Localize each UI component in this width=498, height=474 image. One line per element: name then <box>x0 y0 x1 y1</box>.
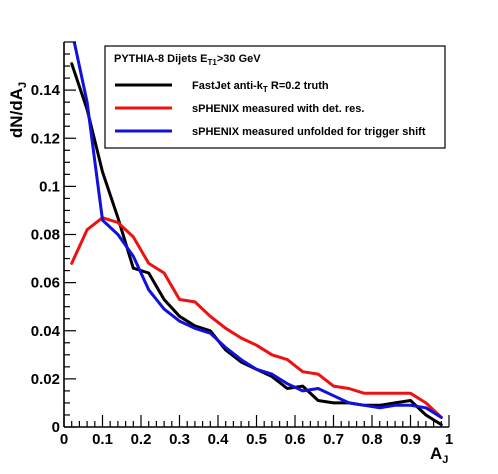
x-tick-label: 0 <box>60 431 68 448</box>
legend-label-measured: sPHENIX measured with det. res. <box>192 103 364 115</box>
y-tick-label: 0.02 <box>31 371 60 388</box>
y-axis-title: dN/dAJ <box>7 82 29 138</box>
x-tick-label: 0.4 <box>208 431 230 448</box>
y-tick-label: 0.14 <box>31 82 61 99</box>
x-tick-label: 0.2 <box>131 431 152 448</box>
x-tick-label: 0.6 <box>285 431 306 448</box>
x-tick-label: 0.9 <box>400 431 421 448</box>
y-tick-label: 0 <box>52 419 60 436</box>
y-tick-label: 0.08 <box>31 227 60 244</box>
y-tick-label: 0.04 <box>31 323 61 340</box>
x-tick-label: 0.7 <box>323 431 344 448</box>
legend-title: PYTHIA-8 Dijets ET1>30 GeV <box>114 53 261 67</box>
legend-label-truth: FastJet anti-kT R=0.2 truth <box>192 80 329 94</box>
legend-label-unfolded: sPHENIX measured unfolded for trigger sh… <box>192 126 426 138</box>
series-layer <box>70 42 443 427</box>
series-line-measured <box>70 216 443 419</box>
legend: PYTHIA-8 Dijets ET1>30 GeV FastJet anti-… <box>104 45 446 149</box>
tick-layer: 0 0.1 0.2 0.3 0.4 0.5 0.6 0.7 0.8 0.9 1 0 0.02 0.04 0.… <box>31 41 453 448</box>
x-tick-label: 0.1 <box>92 431 113 448</box>
y-tick-label: 0.1 <box>39 178 60 195</box>
y-tick-label: 0.12 <box>31 130 60 147</box>
x-tick-label: 0.5 <box>246 431 267 448</box>
x-axis-title: AJ <box>430 444 448 466</box>
x-tick-label: 1 <box>445 431 453 448</box>
series-line-unfolded <box>72 42 443 419</box>
x-tick-label: 0.3 <box>169 431 190 448</box>
x-tick-label: 0.8 <box>362 431 383 448</box>
y-tick-label: 0.06 <box>31 275 60 292</box>
